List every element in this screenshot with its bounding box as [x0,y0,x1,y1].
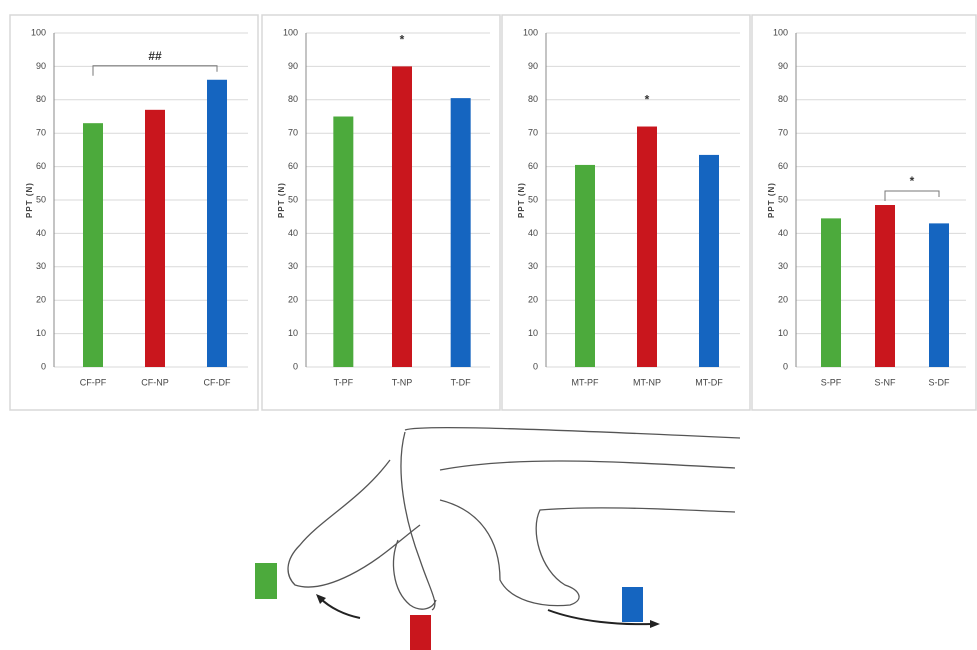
x-tick-label: CF-DF [204,377,231,387]
x-tick-label: CF-PF [80,377,107,387]
y-tick-label: 50 [36,194,46,204]
y-tick-label: 80 [36,94,46,104]
chart-panel: 0 10 20 30 40 50 60 70 80 90 100 PPT (N) S-PF S-NF S-D… [751,14,977,411]
bar [699,154,719,367]
significance-label: * [910,174,915,188]
y-tick-label: 60 [778,161,788,171]
y-tick-label: 40 [778,228,788,238]
y-tick-label: 20 [528,295,538,305]
significance-label: * [645,93,650,107]
y-tick-label: 70 [528,128,538,138]
plantar-foot [287,459,421,588]
x-tick-label: S-DF [929,377,950,387]
y-tick-label: 20 [778,295,788,305]
dorsiflexed-foot [439,499,736,607]
y-axis-label: PPT (N) [517,182,526,218]
y-tick-label: 0 [293,361,298,371]
significance-label: ## [148,49,162,63]
x-tick-label: MT-DF [695,377,723,387]
y-tick-label: 100 [523,27,538,37]
y-axis-label: PPT (N) [25,182,34,218]
bar [637,126,657,368]
y-tick-label: 60 [528,161,538,171]
marker-df [622,587,643,622]
x-tick-label: S-PF [821,377,842,387]
y-tick-label: 90 [528,61,538,71]
y-tick-label: 30 [778,261,788,271]
y-tick-label: 10 [778,328,788,338]
arrow-plantar [319,597,361,619]
y-tick-label: 40 [36,228,46,238]
marker-pf [255,563,277,599]
chart-panel: 0 10 20 30 40 50 60 70 80 90 100 PPT (N) CF-PF CF-NP C… [9,14,259,411]
marker-np [410,615,431,650]
y-tick-label: 30 [288,261,298,271]
y-tick-label: 40 [528,228,538,238]
y-tick-label: 10 [528,328,538,338]
y-tick-label: 60 [36,161,46,171]
neutral-foot [392,539,437,610]
y-axis-label: PPT (N) [767,182,776,218]
y-tick-label: 70 [36,128,46,138]
y-tick-label: 60 [288,161,298,171]
y-tick-label: 10 [288,328,298,338]
y-tick-label: 70 [288,128,298,138]
y-tick-label: 10 [36,328,46,338]
y-tick-label: 80 [288,94,298,104]
bar [450,98,471,367]
bar [875,205,895,367]
bar [392,66,412,368]
arrowhead [316,594,326,604]
y-tick-label: 90 [36,61,46,71]
bar [929,223,949,367]
bar [575,164,595,367]
significance-label: * [400,33,405,47]
leg-outline [404,426,741,439]
arrowhead [650,620,660,628]
y-tick-label: 50 [778,194,788,204]
x-tick-label: T-DF [451,377,471,387]
y-tick-label: 50 [528,194,538,204]
bar [83,123,103,368]
y-axis-label: PPT (N) [277,182,286,218]
significance-bracket [884,190,940,202]
y-tick-label: 80 [528,94,538,104]
bar [333,116,354,367]
bar [207,79,227,367]
significance-bracket [92,65,218,76]
y-tick-label: 0 [533,361,538,371]
chart-panel: 0 10 20 30 40 50 60 70 80 90 100 PPT (N) T-PF T-NP T-D… [261,14,501,411]
y-tick-label: 20 [288,295,298,305]
y-tick-label: 70 [778,128,788,138]
shin-outline [439,460,736,471]
chart-panel: 0 10 20 30 40 50 60 70 80 90 100 PPT (N) MT-PF MT-NP M… [501,14,751,411]
y-tick-label: 80 [778,94,788,104]
x-tick-label: T-NP [392,377,413,387]
arrow-dorsal [547,609,653,626]
y-tick-label: 100 [31,27,46,37]
heel-outline [400,431,436,611]
y-tick-label: 90 [288,61,298,71]
x-tick-label: S-NF [875,377,896,387]
y-tick-label: 100 [283,27,298,37]
foot-illustration [255,426,741,650]
bar [145,109,165,367]
y-tick-label: 0 [41,361,46,371]
bar [821,218,841,367]
x-tick-label: CF-NP [141,377,169,387]
x-tick-label: MT-NP [633,377,661,387]
x-tick-label: T-PF [334,377,354,387]
x-tick-label: MT-PF [572,377,599,387]
y-tick-label: 40 [288,228,298,238]
y-tick-label: 20 [36,295,46,305]
y-tick-label: 100 [773,27,788,37]
y-tick-label: 30 [36,261,46,271]
y-tick-label: 30 [528,261,538,271]
y-tick-label: 50 [288,194,298,204]
y-tick-label: 0 [783,361,788,371]
y-tick-label: 90 [778,61,788,71]
